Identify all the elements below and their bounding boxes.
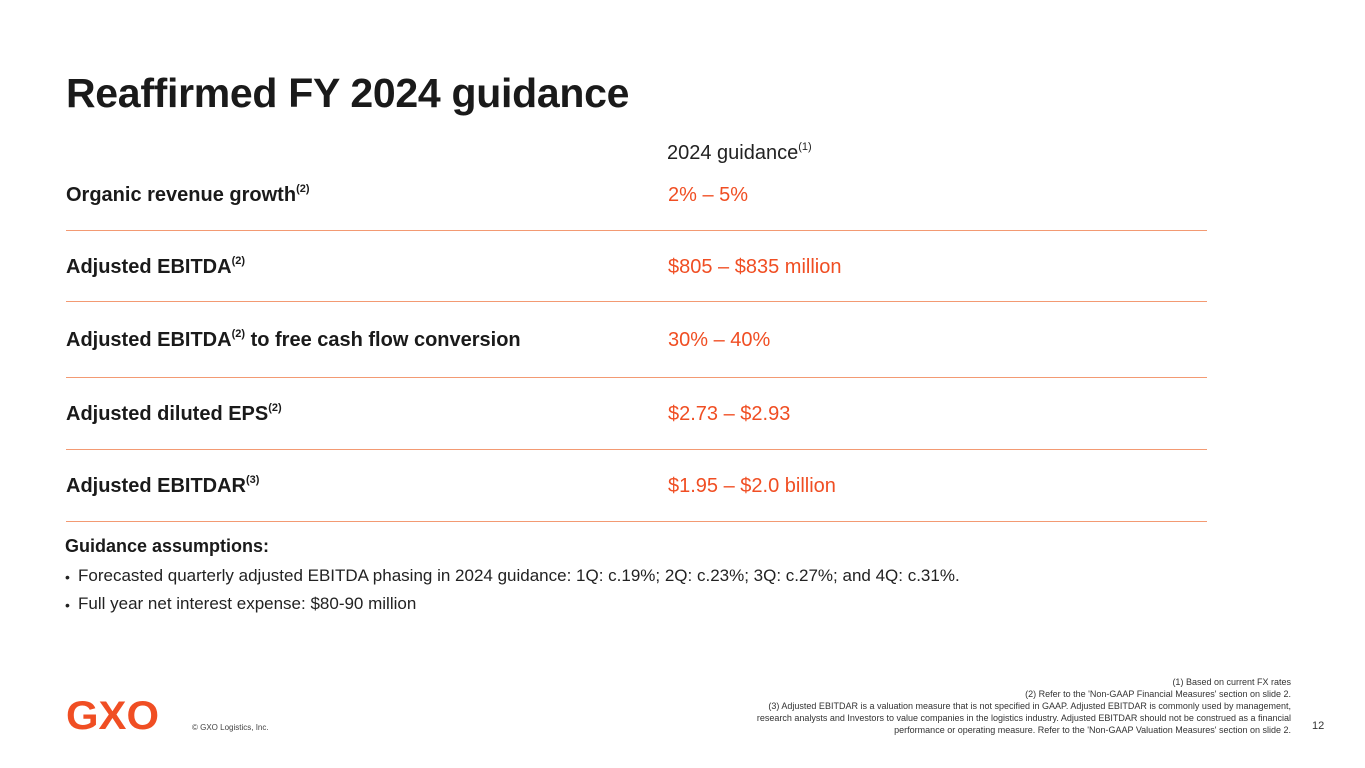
row-value: 30% – 40% <box>668 329 771 351</box>
row-footnote-ref: (2) <box>296 183 310 196</box>
row-footnote-ref: (2) <box>268 402 282 415</box>
page-title: Reaffirmed FY 2024 guidance <box>66 70 630 116</box>
column-header: 2024 guidance(1) <box>667 141 812 165</box>
guidance-assumptions: Guidance assumptions: Forecasted quarter… <box>65 536 1065 622</box>
row-footnote-ref: (2) <box>231 328 246 341</box>
row-footnote-ref: (3) <box>246 474 260 487</box>
gxo-logo: GXO <box>66 696 159 734</box>
column-header-text: 2024 guidance <box>667 142 799 164</box>
row-value: 2% – 5% <box>668 184 749 206</box>
table-row: Adjusted diluted EPS(2) $2.73 – $2.93 <box>66 378 1207 450</box>
row-label: Adjusted diluted EPS(2) <box>66 402 282 426</box>
table-row: Adjusted EBITDAR(3) $1.95 – $2.0 billion <box>66 450 1207 522</box>
page-number: 12 <box>1312 720 1325 732</box>
row-value: $805 – $835 million <box>668 256 842 278</box>
footnote-line: research analysts and Investors to value… <box>756 713 1291 723</box>
row-label-text: Adjusted EBITDAR <box>66 475 246 497</box>
row-label-text: Adjusted EBITDA <box>66 329 232 351</box>
table-row: Organic revenue growth(2) 2% – 5% <box>66 172 1207 231</box>
logo-text: GXO <box>66 696 159 734</box>
row-footnote-ref: (2) <box>231 255 246 268</box>
footnote-line: performance or operating measure. Refer … <box>894 725 1291 735</box>
row-label-suffix: to free cash flow conversion <box>245 329 521 351</box>
assumption-bullet: Full year net interest expense: $80-90 m… <box>65 594 1065 616</box>
row-label: Adjusted EBITDA(2) <box>66 255 246 279</box>
row-label-text: Organic revenue growth <box>66 184 297 206</box>
table-row: Adjusted EBITDA(2) to free cash flow con… <box>66 302 1207 378</box>
footnote-line: (1) Based on current FX rates <box>1172 677 1291 687</box>
row-label-text: Adjusted diluted EPS <box>66 403 269 425</box>
row-label: Adjusted EBITDA(2) to free cash flow con… <box>66 328 521 352</box>
assumption-bullet: Forecasted quarterly adjusted EBITDA pha… <box>65 566 1065 588</box>
column-header-footnote-ref: (1) <box>798 141 812 154</box>
row-value: $1.95 – $2.0 billion <box>668 475 836 497</box>
table-row: Adjusted EBITDA(2) $805 – $835 million <box>66 231 1207 302</box>
guidance-table: Organic revenue growth(2) 2% – 5% Adjust… <box>66 172 1207 522</box>
footnote-line: (2) Refer to the 'Non-GAAP Financial Mea… <box>1025 689 1291 699</box>
footnotes: (1) Based on current FX rates (2) Refer … <box>571 676 1291 736</box>
row-label-text: Adjusted EBITDA <box>66 256 232 278</box>
row-label: Organic revenue growth(2) <box>66 183 310 207</box>
row-value: $2.73 – $2.93 <box>668 403 791 425</box>
footnote-line: (3) Adjusted EBITDAR is a valuation meas… <box>768 701 1291 711</box>
copyright: © GXO Logistics, Inc. <box>192 723 269 732</box>
row-label: Adjusted EBITDAR(3) <box>66 474 260 498</box>
assumptions-title: Guidance assumptions: <box>65 536 270 556</box>
